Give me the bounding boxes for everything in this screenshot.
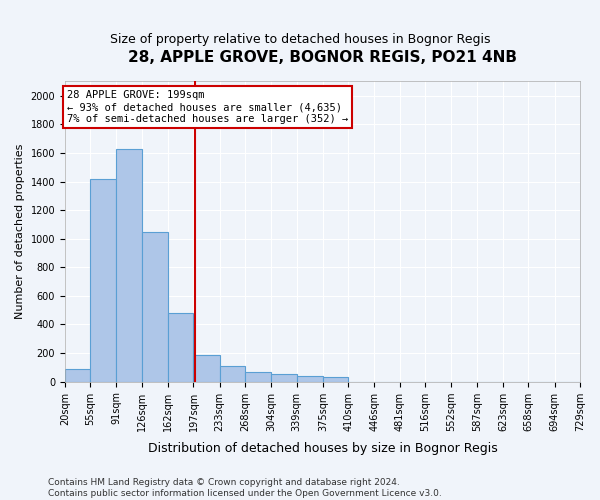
Bar [65, 369, 91, 382]
Bar [168, 313, 193, 382]
Bar [245, 372, 271, 382]
Bar [116, 148, 142, 382]
Bar [193, 354, 220, 382]
Bar [296, 376, 323, 382]
Text: 28 APPLE GROVE: 199sqm
← 93% of detached houses are smaller (4,635)
7% of semi-d: 28 APPLE GROVE: 199sqm ← 93% of detached… [67, 90, 349, 124]
Bar [91, 178, 116, 382]
X-axis label: Distribution of detached houses by size in Bognor Regis: Distribution of detached houses by size … [148, 442, 497, 455]
Bar [323, 378, 348, 382]
Title: 28, APPLE GROVE, BOGNOR REGIS, PO21 4NB: 28, APPLE GROVE, BOGNOR REGIS, PO21 4NB [128, 50, 517, 65]
Bar [220, 366, 245, 382]
Bar [271, 374, 296, 382]
Text: Size of property relative to detached houses in Bognor Regis: Size of property relative to detached ho… [110, 32, 490, 46]
Bar [142, 232, 168, 382]
Y-axis label: Number of detached properties: Number of detached properties [15, 144, 25, 319]
Text: Contains HM Land Registry data © Crown copyright and database right 2024.
Contai: Contains HM Land Registry data © Crown c… [48, 478, 442, 498]
